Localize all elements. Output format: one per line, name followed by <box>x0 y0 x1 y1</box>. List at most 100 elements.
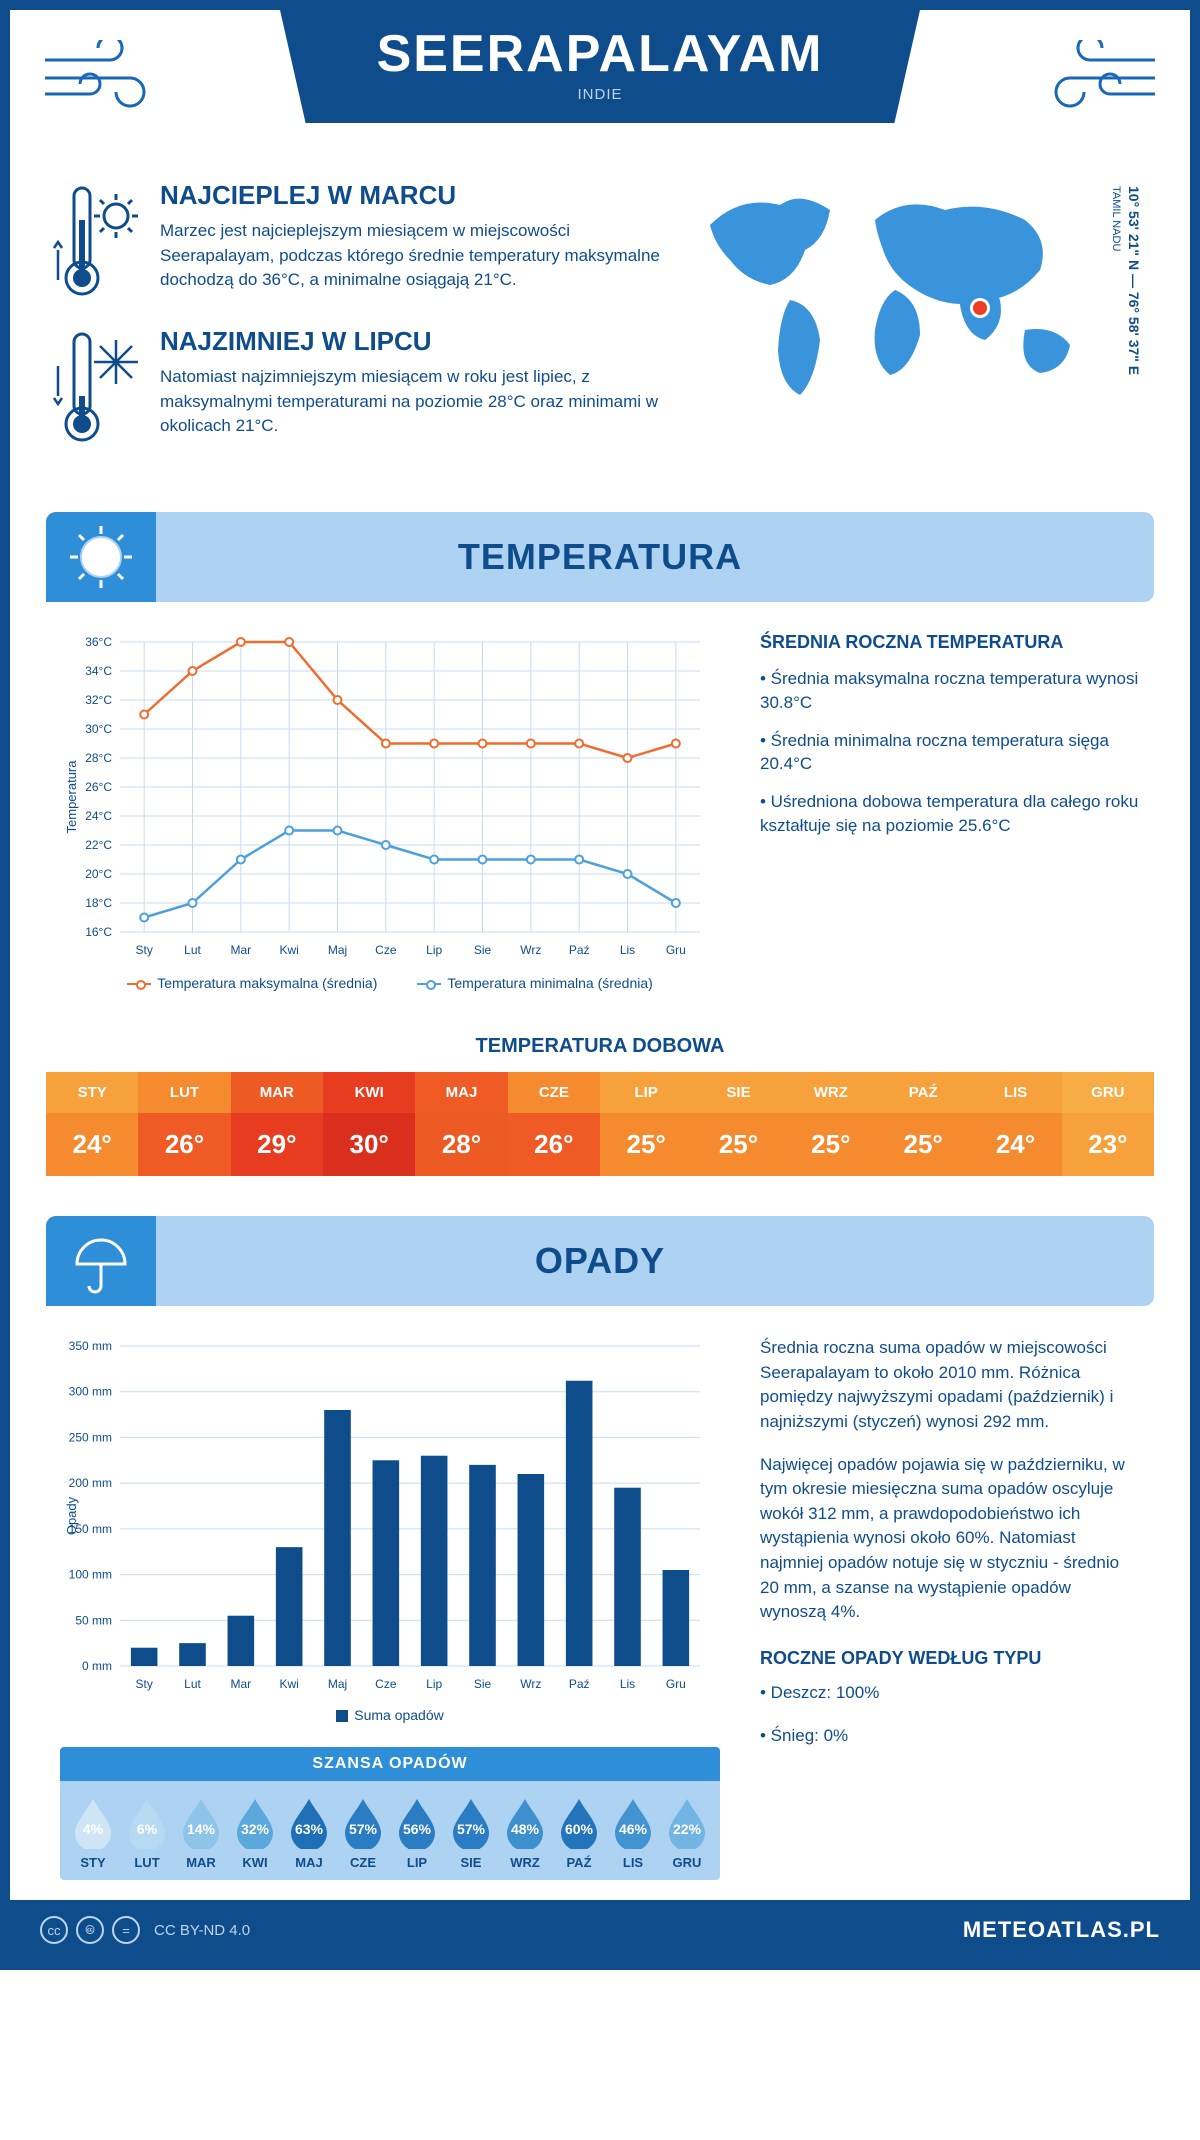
svg-text:Mar: Mar <box>230 1677 251 1691</box>
heat-header: LUT <box>138 1072 230 1113</box>
svg-text:20°C: 20°C <box>85 867 112 881</box>
precip-title: OPADY <box>46 1240 1154 1282</box>
svg-text:Maj: Maj <box>328 943 347 957</box>
temp-info-point: • Uśredniona dobowa temperatura dla całe… <box>760 790 1140 838</box>
coldest-heading: NAJZIMNIEJ W LIPCU <box>160 326 660 357</box>
legend-max: Temperatura maksymalna (średnia) <box>127 975 377 991</box>
svg-text:Cze: Cze <box>375 943 397 957</box>
heat-header: LIS <box>969 1072 1061 1113</box>
precip-legend: Suma opadów <box>60 1707 720 1723</box>
heat-header: KWI <box>323 1072 415 1113</box>
heat-header: PAŹ <box>877 1072 969 1113</box>
chance-cell: 4%STY <box>66 1795 120 1870</box>
svg-text:26°C: 26°C <box>85 780 112 794</box>
heat-cell: 23° <box>1062 1113 1154 1176</box>
heat-cell: 25° <box>785 1113 877 1176</box>
world-map <box>690 180 1110 410</box>
svg-text:Kwi: Kwi <box>279 1677 298 1691</box>
thermometer-hot-icon <box>50 180 140 300</box>
temperature-banner: TEMPERATURA <box>46 512 1154 602</box>
svg-text:Maj: Maj <box>328 1677 347 1691</box>
temperature-title: TEMPERATURA <box>46 536 1154 578</box>
region-label: TAMIL NADU <box>1110 180 1122 251</box>
thermometer-cold-icon <box>50 326 140 446</box>
svg-text:Paź: Paź <box>569 943 590 957</box>
heat-cell: 24° <box>46 1113 138 1176</box>
svg-text:Paź: Paź <box>569 1677 590 1691</box>
svg-text:Lis: Lis <box>620 943 635 957</box>
chance-cell: 32%KWI <box>228 1795 282 1870</box>
coldest-block: NAJZIMNIEJ W LIPCU Natomiast najzimniejs… <box>50 326 660 446</box>
umbrella-icon <box>66 1226 136 1296</box>
wind-icon <box>1040 40 1160 110</box>
chance-cell: 56%LIP <box>390 1795 444 1870</box>
svg-text:16°C: 16°C <box>85 925 112 939</box>
svg-text:Lis: Lis <box>620 1677 635 1691</box>
cc-icons: cc🅭= <box>40 1916 140 1944</box>
svg-text:Lip: Lip <box>426 943 442 957</box>
daily-temp-table: STYLUTMARKWIMAJCZELIPSIEWRZPAŹLISGRU24°2… <box>46 1072 1154 1176</box>
wind-icon <box>40 40 160 110</box>
location-title: SEERAPALAYAM <box>280 24 920 84</box>
heat-cell: 26° <box>138 1113 230 1176</box>
heat-header: CZE <box>508 1072 600 1113</box>
svg-text:Sty: Sty <box>135 943 152 957</box>
coldest-text: Natomiast najzimniejszym miesiącem w rok… <box>160 365 660 439</box>
chance-cell: 60%PAŹ <box>552 1795 606 1870</box>
heat-cell: 25° <box>692 1113 784 1176</box>
warmest-block: NAJCIEPLEJ W MARCU Marzec jest najcieple… <box>50 180 660 300</box>
legend-min: Temperatura minimalna (średnia) <box>417 975 652 991</box>
svg-text:Temperatura: Temperatura <box>64 760 79 834</box>
brand: METEOATLAS.PL <box>963 1917 1160 1943</box>
heat-header: LIP <box>600 1072 692 1113</box>
svg-text:300 mm: 300 mm <box>69 1385 112 1399</box>
heat-header: MAJ <box>415 1072 507 1113</box>
svg-text:Sie: Sie <box>474 943 492 957</box>
footer: cc🅭= CC BY-ND 4.0 METEOATLAS.PL <box>10 1900 1190 1960</box>
svg-text:36°C: 36°C <box>85 635 112 649</box>
chance-cell: 57%SIE <box>444 1795 498 1870</box>
heat-header: GRU <box>1062 1072 1154 1113</box>
precip-banner: OPADY <box>46 1216 1154 1306</box>
precip-type-point: • Deszcz: 100% <box>760 1681 1140 1706</box>
svg-text:32°C: 32°C <box>85 693 112 707</box>
heat-header: STY <box>46 1072 138 1113</box>
heat-header: SIE <box>692 1072 784 1113</box>
chance-cell: 14%MAR <box>174 1795 228 1870</box>
svg-text:100 mm: 100 mm <box>69 1568 112 1582</box>
sun-icon <box>66 522 136 592</box>
license-text: CC BY-ND 4.0 <box>154 1922 250 1939</box>
svg-text:0 mm: 0 mm <box>82 1659 112 1673</box>
svg-text:Gru: Gru <box>666 943 686 957</box>
chance-title: SZANSA OPADÓW <box>60 1747 720 1781</box>
chance-cell: 63%MAJ <box>282 1795 336 1870</box>
warmest-text: Marzec jest najcieplejszym miesiącem w m… <box>160 219 660 293</box>
svg-text:Sty: Sty <box>135 1677 152 1691</box>
heat-cell: 26° <box>508 1113 600 1176</box>
svg-text:Wrz: Wrz <box>520 943 541 957</box>
avg-temp-heading: ŚREDNIA ROCZNA TEMPERATURA <box>760 632 1140 653</box>
chance-cell: 48%WRZ <box>498 1795 552 1870</box>
temp-info-point: • Średnia maksymalna roczna temperatura … <box>760 667 1140 715</box>
svg-text:18°C: 18°C <box>85 896 112 910</box>
precip-type-point: • Śnieg: 0% <box>760 1724 1140 1749</box>
svg-text:22°C: 22°C <box>85 838 112 852</box>
heat-cell: 28° <box>415 1113 507 1176</box>
svg-text:34°C: 34°C <box>85 664 112 678</box>
precip-text-2: Najwięcej opadów pojawia się w październ… <box>760 1453 1140 1625</box>
chance-cell: 46%LIS <box>606 1795 660 1870</box>
precip-text-1: Średnia roczna suma opadów w miejscowośc… <box>760 1336 1140 1435</box>
coordinates: 10° 53' 21" N — 76° 58' 37" E <box>1126 180 1142 375</box>
svg-text:Gru: Gru <box>666 1677 686 1691</box>
svg-text:Cze: Cze <box>375 1677 397 1691</box>
svg-text:350 mm: 350 mm <box>69 1339 112 1353</box>
heat-cell: 25° <box>877 1113 969 1176</box>
precip-chance-box: SZANSA OPADÓW 4%STY6%LUT14%MAR32%KWI63%M… <box>60 1747 720 1880</box>
heat-cell: 29° <box>231 1113 323 1176</box>
precip-type-heading: ROCZNE OPADY WEDŁUG TYPU <box>760 1645 1140 1671</box>
svg-text:250 mm: 250 mm <box>69 1430 112 1444</box>
daily-temp-title: TEMPERATURA DOBOWA <box>10 1035 1190 1058</box>
svg-text:50 mm: 50 mm <box>75 1613 112 1627</box>
chance-cell: 57%CZE <box>336 1795 390 1870</box>
heat-cell: 24° <box>969 1113 1061 1176</box>
